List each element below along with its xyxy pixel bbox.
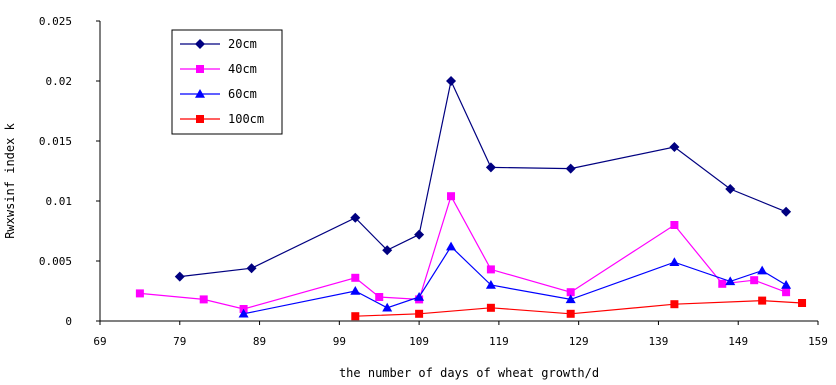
data-point-60cm — [414, 292, 425, 301]
data-point-100cm — [758, 296, 767, 305]
y-tick-label: 0 — [65, 315, 72, 328]
legend-label: 60cm — [228, 87, 257, 101]
x-tick-label: 139 — [649, 335, 669, 348]
series-line-40cm — [139, 194, 787, 310]
legend-label: 20cm — [228, 37, 257, 51]
data-point-20cm — [350, 212, 361, 223]
data-point-20cm — [446, 76, 457, 86]
data-point-60cm — [565, 294, 576, 304]
series-40cm — [135, 192, 791, 313]
data-point-100cm — [566, 309, 575, 318]
y-tick-label: 0.015 — [39, 135, 72, 148]
legend-item-40cm: 40cm — [180, 62, 257, 76]
data-point-20cm — [669, 142, 680, 152]
data-point-20cm — [485, 162, 496, 173]
data-point-20cm — [781, 206, 792, 217]
x-tick-label: 109 — [409, 335, 429, 348]
data-point-40cm — [718, 279, 727, 288]
data-point-40cm — [566, 288, 575, 297]
data-point-40cm — [351, 273, 360, 282]
x-tick-label: 119 — [489, 335, 509, 348]
data-point-20cm — [246, 263, 257, 274]
data-point-60cm — [350, 286, 361, 295]
series-20cm — [174, 76, 792, 282]
data-point-100cm — [486, 303, 495, 312]
y-tick-label: 0.005 — [39, 255, 72, 268]
data-point-60cm — [382, 302, 393, 312]
x-axis-title: the number of days of wheat growth/d — [339, 366, 599, 380]
data-point-20cm — [174, 271, 185, 282]
data-point-40cm — [670, 221, 679, 229]
x-tick-label: 159 — [808, 335, 828, 348]
data-point-100cm — [351, 312, 360, 321]
data-point-100cm — [798, 299, 807, 307]
x-tick-label: 89 — [253, 335, 266, 348]
data-point-100cm — [670, 300, 679, 309]
legend-box — [171, 29, 283, 135]
legend-item-100cm: 100cm — [180, 112, 264, 126]
data-point-40cm — [447, 192, 456, 201]
legend: 20cm 40cm 60cm 100cm — [171, 29, 283, 135]
axes — [99, 21, 818, 322]
data-point-40cm — [486, 265, 495, 274]
data-point-20cm — [565, 163, 576, 174]
data-point-40cm — [750, 276, 759, 285]
data-point-100cm — [415, 309, 424, 318]
legend-item-20cm: 20cm — [180, 37, 257, 51]
legend-item-60cm: 60cm — [180, 87, 257, 101]
x-tick-label: 69 — [93, 335, 106, 348]
data-point-40cm — [135, 289, 144, 298]
legend-label: 40cm — [228, 62, 257, 76]
series-line-60cm — [243, 245, 787, 315]
x-tick-label: 79 — [173, 335, 186, 348]
x-tick-label: 149 — [728, 335, 748, 348]
data-point-60cm — [757, 265, 768, 275]
legend-label: 100cm — [228, 112, 264, 126]
data-point-60cm — [725, 276, 736, 286]
legend-items: 20cm 40cm 60cm 100cm — [180, 37, 264, 126]
data-point-60cm — [446, 241, 457, 251]
legend-marker — [195, 89, 205, 98]
y-tick-label: 0.025 — [39, 15, 72, 28]
data-point-60cm — [238, 308, 249, 318]
y-axis-title: Rwxwsinf index k — [3, 122, 17, 238]
legend-marker — [196, 115, 204, 123]
y-tick-label: 0.01 — [46, 195, 73, 208]
data-point-40cm — [782, 288, 791, 297]
data-point-20cm — [414, 229, 425, 240]
x-ticks: 69 79 89 99 109 119 129 139 149 159 — [93, 321, 828, 348]
data-point-60cm — [781, 280, 792, 289]
y-ticks: 0 0.005 0.01 0.015 0.02 0.025 — [39, 15, 100, 328]
x-tick-label: 99 — [333, 335, 346, 348]
series-layer — [135, 76, 807, 321]
data-point-40cm — [199, 295, 208, 304]
data-point-40cm — [375, 293, 384, 301]
y-tick-label: 0.02 — [46, 75, 73, 88]
legend-marker — [196, 65, 204, 73]
data-point-60cm — [669, 257, 680, 266]
data-point-20cm — [382, 245, 393, 256]
data-point-20cm — [725, 184, 736, 194]
series-100cm — [351, 296, 807, 321]
series-60cm — [238, 241, 792, 318]
legend-marker — [195, 39, 205, 49]
data-point-60cm — [485, 280, 496, 289]
x-tick-label: 129 — [569, 335, 589, 348]
